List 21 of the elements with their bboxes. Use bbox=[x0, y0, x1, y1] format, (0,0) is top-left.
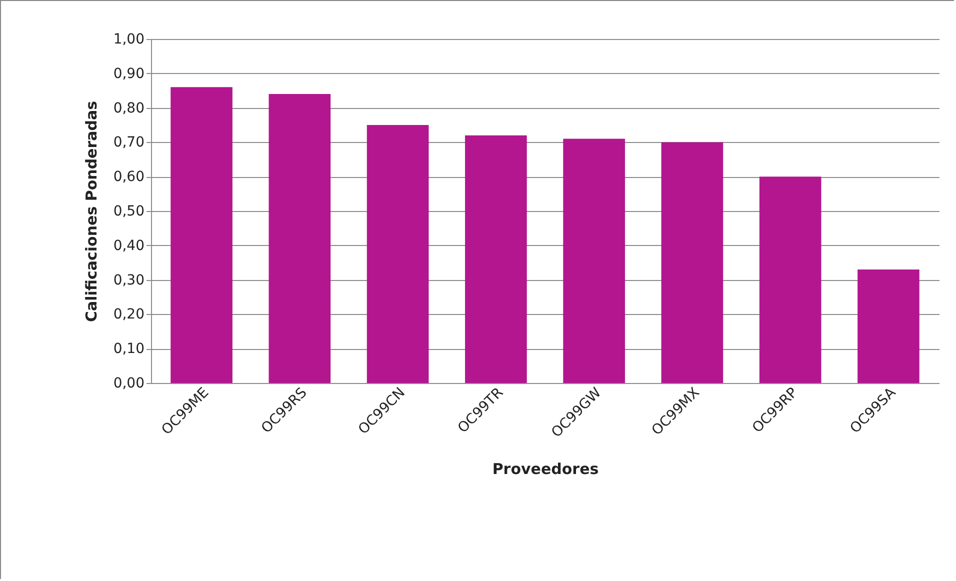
y-tick-label: 0,30 bbox=[113, 272, 144, 288]
y-tick-label: 0,00 bbox=[113, 376, 144, 392]
y-tick-label: 0,60 bbox=[113, 169, 144, 186]
y-tick-label: 0,80 bbox=[113, 100, 144, 116]
bar bbox=[858, 269, 920, 383]
bar bbox=[759, 176, 822, 383]
bar bbox=[465, 135, 527, 383]
y-tick-label: 0,90 bbox=[113, 66, 144, 82]
bar bbox=[170, 87, 232, 383]
y-axis-title: Calificaciones Ponderadas bbox=[82, 100, 100, 322]
y-tick-label: 0,50 bbox=[113, 204, 144, 220]
bar bbox=[366, 125, 429, 383]
bar bbox=[563, 138, 625, 383]
y-tick-label: 0,70 bbox=[113, 134, 144, 151]
y-tick-label: 0,20 bbox=[113, 306, 144, 323]
y-tick-label: 0,40 bbox=[113, 238, 144, 254]
bar bbox=[661, 142, 724, 383]
x-axis-title: Proveedores bbox=[492, 460, 599, 478]
y-tick-label: 0,10 bbox=[113, 341, 144, 358]
y-tick-label: 1,00 bbox=[113, 32, 144, 48]
bar bbox=[268, 94, 331, 383]
